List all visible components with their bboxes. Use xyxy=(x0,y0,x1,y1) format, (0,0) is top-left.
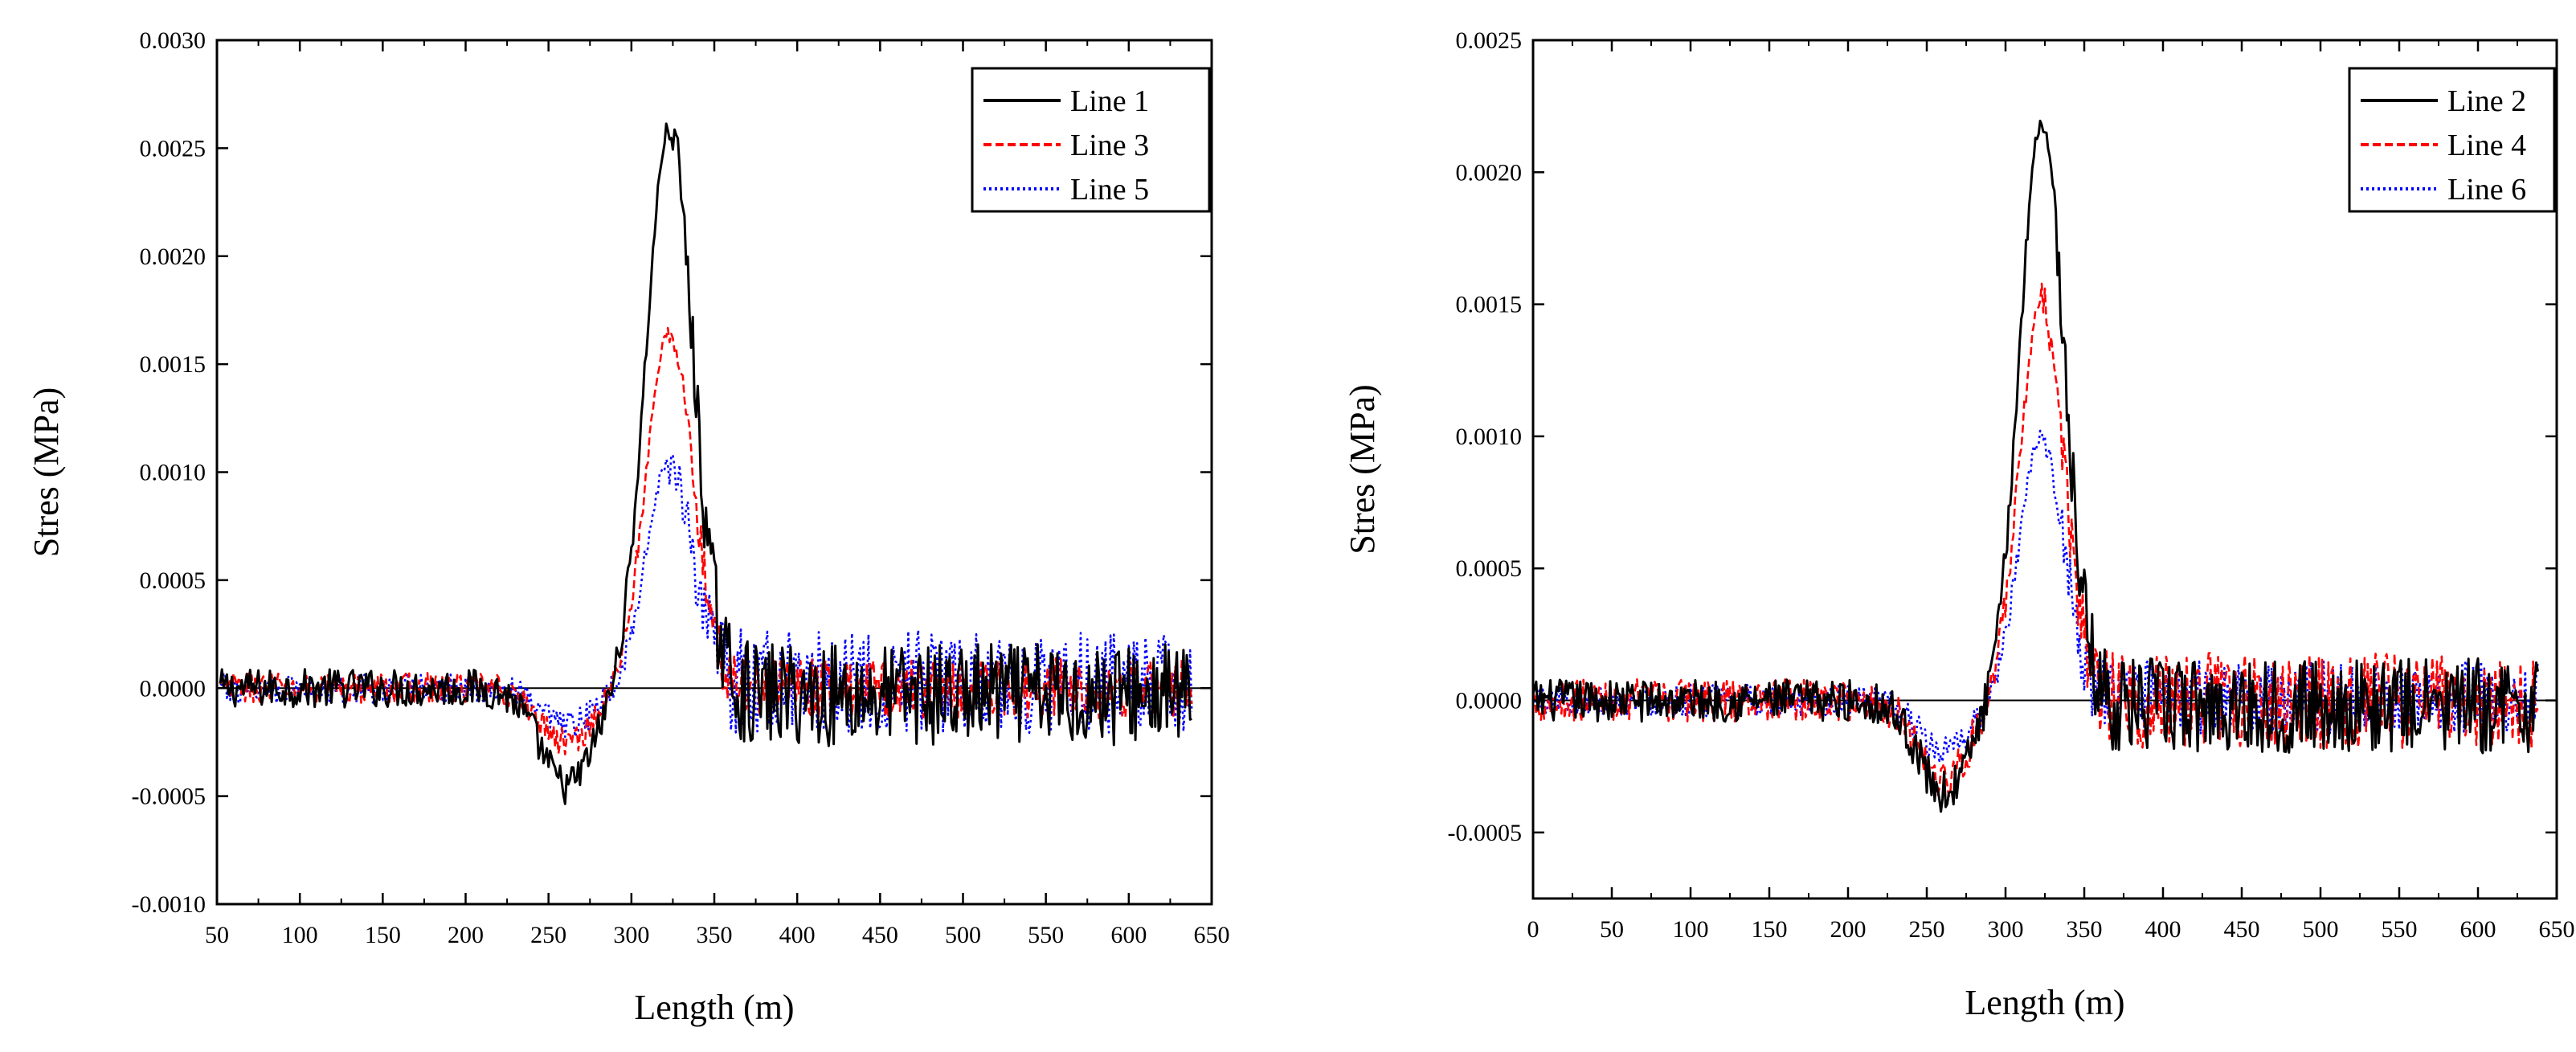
x-tick-label: 350 xyxy=(2067,916,2103,943)
plot-area xyxy=(1533,119,2539,813)
x-tick-label: 450 xyxy=(2224,916,2260,943)
x-tick-label: 200 xyxy=(1830,916,1867,943)
x-tick-label: 100 xyxy=(1673,916,1709,943)
x-tick-label: 50 xyxy=(205,922,229,948)
x-tick-label: 100 xyxy=(282,922,318,948)
x-tick-label: 550 xyxy=(1028,922,1064,948)
legend: Line 1 Line 3 Line 5 xyxy=(971,67,1211,213)
y-tick-label: 0.0005 xyxy=(1456,555,1523,582)
y-tick-label: 0.0020 xyxy=(140,244,206,270)
x-tick-label: 250 xyxy=(530,922,566,948)
x-tick-label: 350 xyxy=(697,922,733,948)
legend: Line 2 Line 4 Line 6 xyxy=(2348,67,2556,213)
legend-label: Line 5 xyxy=(1070,173,1149,207)
x-axis-title: Length (m) xyxy=(1965,983,2124,1022)
y-axis-title: Stres (MPa) xyxy=(1343,384,1382,554)
legend-label: Line 6 xyxy=(2447,173,2526,207)
x-tick-label: 200 xyxy=(448,922,484,948)
x-tick-label: 550 xyxy=(2382,916,2418,943)
x-tick-label: 650 xyxy=(2539,916,2575,943)
y-tick-label: 0.0020 xyxy=(1456,159,1523,186)
y-tick-label: 0.0015 xyxy=(1456,292,1523,318)
y-tick-label: 0.0010 xyxy=(140,460,206,486)
series-line-line-1 xyxy=(219,122,1192,805)
x-tick-label: 450 xyxy=(862,922,898,948)
x-tick-label: 150 xyxy=(365,922,401,948)
y-tick-label: 0.0000 xyxy=(1456,688,1523,714)
series-line-line-3 xyxy=(219,326,1193,755)
legend-label: Line 1 xyxy=(1070,84,1149,118)
x-tick-label: 150 xyxy=(1752,916,1788,943)
x-axis-title: Length (m) xyxy=(634,988,794,1027)
y-tick-label: -0.0005 xyxy=(1448,820,1523,846)
y-tick-label: -0.0010 xyxy=(132,891,206,918)
y-tick-label: 0.0025 xyxy=(140,135,206,162)
x-tick-label: 650 xyxy=(1194,922,1230,948)
x-tick-label: 500 xyxy=(945,922,981,948)
y-tick-label: -0.0005 xyxy=(132,784,206,810)
y-tick-label: 0.0010 xyxy=(1456,424,1523,450)
y-tick-label: 0.0025 xyxy=(1456,27,1523,54)
x-tick-label: 300 xyxy=(613,922,649,948)
chart-panel-2: 0 50 100 150 200 250 300 350 400 450 500 550 600 650 -… xyxy=(1343,27,2575,1022)
legend-label: Line 3 xyxy=(1070,129,1149,162)
y-tick-label: 0.0030 xyxy=(140,27,206,54)
x-tick-label: 600 xyxy=(1110,922,1147,948)
y-tick-label: 0.0000 xyxy=(140,675,206,702)
chart-panel-1: 50 100 150 200 250 300 350 400 450 500 550 600 650 -0… xyxy=(27,27,1230,1027)
y-tick-label: 0.0015 xyxy=(140,351,206,378)
y-tick-label: 0.0005 xyxy=(140,567,206,594)
x-tick-label: 300 xyxy=(1988,916,2024,943)
x-tick-label: 400 xyxy=(779,922,816,948)
x-tick-label: 50 xyxy=(1600,916,1624,943)
x-tick-label: 250 xyxy=(1909,916,1945,943)
x-tick-label: 600 xyxy=(2460,916,2496,943)
legend-label: Line 4 xyxy=(2447,129,2526,162)
series-line-line-5 xyxy=(219,454,1193,739)
x-tick-label: 400 xyxy=(2145,916,2181,943)
legend-label: Line 2 xyxy=(2447,84,2526,118)
y-axis-title: Stres (MPa) xyxy=(27,387,66,557)
plot-area xyxy=(219,122,1193,805)
series-line-line-2 xyxy=(1533,119,2539,813)
x-tick-label: 500 xyxy=(2303,916,2339,943)
x-tick-label: 0 xyxy=(1527,916,1539,943)
